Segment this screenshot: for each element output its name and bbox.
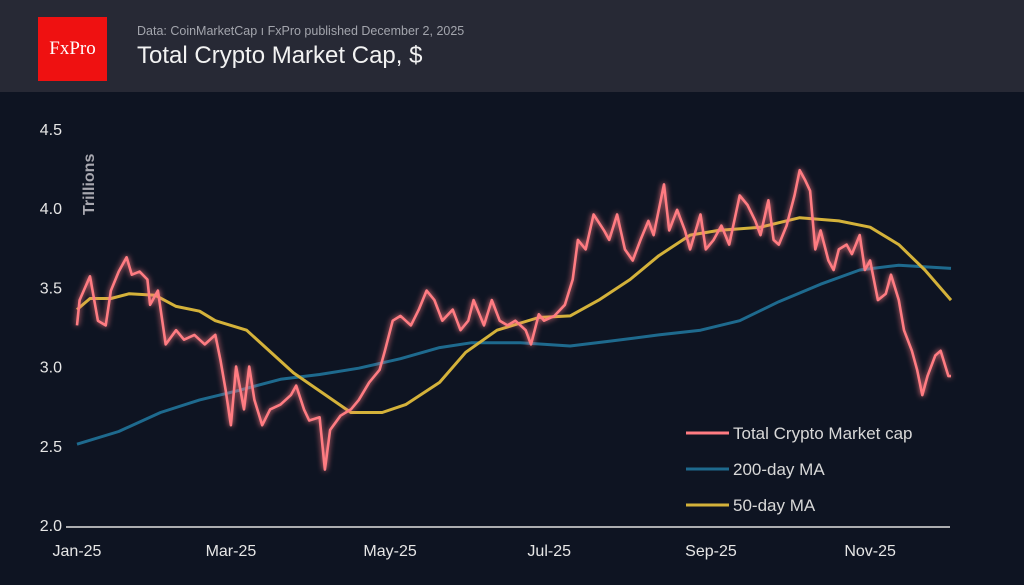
legend-label: Total Crypto Market cap xyxy=(733,424,913,443)
y-tick-label: 2.5 xyxy=(40,439,62,456)
fxpro-logo: FxPro xyxy=(38,17,107,81)
y-axis-label: Trillions xyxy=(81,154,98,215)
x-tick-label: Jul-25 xyxy=(527,543,571,560)
y-tick-label: 4.0 xyxy=(40,201,62,218)
series-line-200-day-ma xyxy=(76,263,952,446)
y-tick-label: 3.0 xyxy=(40,360,62,377)
chart-source: Data: CoinMarketCap ı FxPro published De… xyxy=(137,24,465,38)
legend-label: 50-day MA xyxy=(733,496,816,515)
y-tick-label: 3.5 xyxy=(40,280,62,297)
chart-title: Total Crypto Market Cap, $ xyxy=(137,42,423,69)
legend-label: 200-day MA xyxy=(733,460,825,479)
x-tick-label: Jan-25 xyxy=(53,543,102,560)
series-line-total-crypto-market-cap xyxy=(75,168,951,471)
chart-header: FxPro Data: CoinMarketCap ı FxPro publis… xyxy=(0,0,1024,92)
x-tick-label: Mar-25 xyxy=(206,543,257,560)
y-tick-label: 2.0 xyxy=(40,518,62,535)
x-tick-label: Sep-25 xyxy=(685,543,737,560)
legend: Total Crypto Market cap 200-day MA 50-day … xyxy=(686,424,913,515)
y-tick-label: 4.5 xyxy=(40,122,62,139)
x-tick-label: Nov-25 xyxy=(844,543,896,560)
x-tick-label: May-25 xyxy=(363,543,416,560)
series-line-50-day-ma xyxy=(76,216,953,414)
